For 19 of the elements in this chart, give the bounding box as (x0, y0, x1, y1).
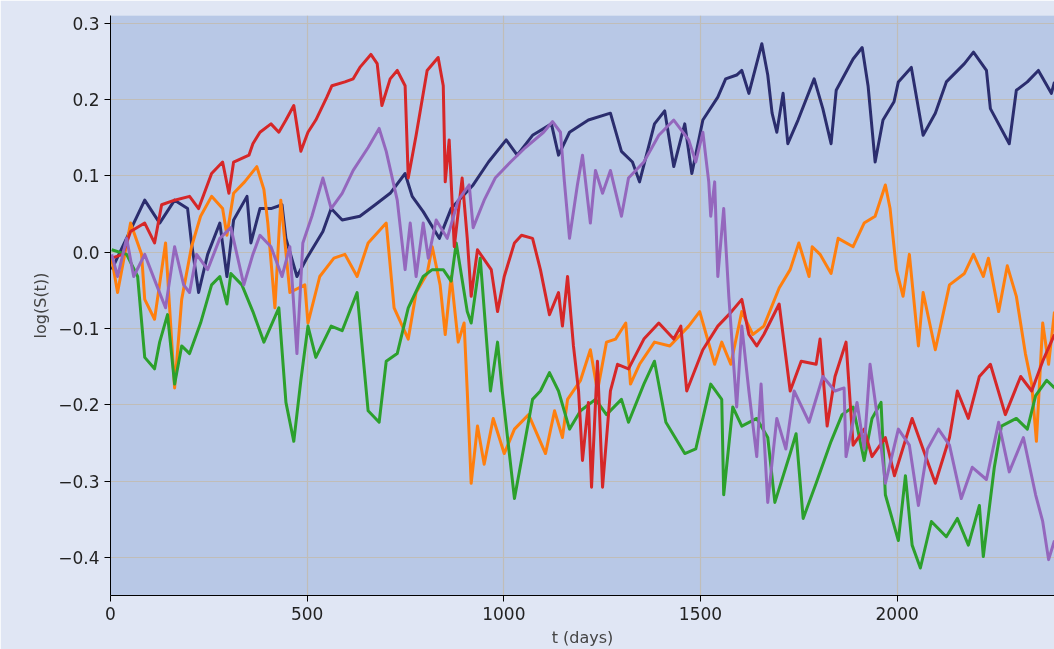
x-tick-label: 1000 (482, 603, 526, 624)
line-series (110, 118, 1054, 562)
y-tick-label: 0.1 (72, 166, 100, 187)
y-tick-label: 0.2 (72, 89, 100, 110)
line-series (110, 42, 1054, 295)
x-tick-label: 500 (290, 603, 324, 624)
y-tick-label: −0.1 (58, 318, 100, 339)
x-tick-label: 2000 (875, 603, 919, 624)
x-tick-label: 0 (105, 603, 116, 624)
y-tick-label: 0.0 (72, 242, 100, 263)
y-tick-label: −0.3 (58, 471, 100, 492)
y-axis-title: log(S(t)) (31, 272, 51, 339)
y-tick-label: 0.3 (72, 13, 100, 34)
x-tick-label: 1500 (678, 603, 723, 624)
line-series (110, 241, 1054, 570)
x-axis-title: t (days) (551, 627, 614, 647)
y-tick-label: −0.4 (58, 547, 100, 568)
line-series (110, 165, 1054, 485)
y-tick-label: −0.2 (58, 395, 100, 416)
